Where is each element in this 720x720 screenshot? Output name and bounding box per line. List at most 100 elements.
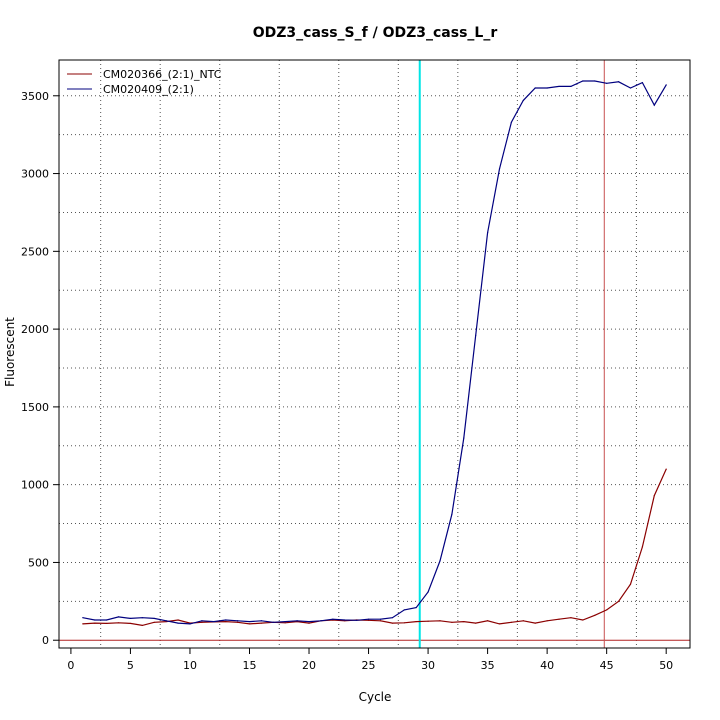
x-tick-label: 20: [302, 659, 316, 672]
data-point: [498, 623, 501, 625]
data-point: [236, 620, 239, 622]
data-point: [629, 583, 632, 585]
data-point: [225, 619, 227, 621]
x-tick-label: 25: [362, 659, 376, 672]
data-point: [522, 620, 524, 622]
x-tick-label: 0: [67, 659, 74, 672]
data-point: [606, 609, 608, 611]
data-point: [284, 622, 286, 624]
data-point: [498, 168, 501, 170]
data-point: [463, 437, 465, 439]
data-point: [594, 80, 596, 82]
data-point: [177, 619, 179, 621]
y-axis-label: Fluorescent: [3, 317, 17, 387]
data-point: [534, 87, 536, 89]
data-point: [439, 560, 441, 562]
y-tick-label: 2000: [21, 323, 49, 336]
data-point: [177, 622, 179, 624]
data-point: [165, 620, 167, 622]
axes: 0 5 10 15 20 25 30 35 40 45 5005001000150020002500…: [21, 59, 691, 672]
data-point: [153, 621, 155, 623]
data-point: [653, 104, 655, 106]
marker-lines: [59, 60, 690, 648]
data-point: [558, 85, 560, 88]
data-point: [367, 618, 370, 620]
data-point: [189, 623, 191, 625]
y-tick-label: 1000: [21, 479, 49, 492]
data-point: [665, 84, 667, 86]
x-tick-label: 40: [540, 659, 554, 672]
data-point: [344, 619, 346, 621]
grid: [59, 60, 690, 648]
data-point: [653, 494, 655, 497]
chart-title: ODZ3_cass_S_f / ODZ3_cass_L_r: [253, 25, 498, 41]
data-point: [451, 513, 453, 515]
data-point: [427, 620, 429, 622]
data-point: [117, 616, 120, 618]
x-tick-label: 5: [127, 659, 134, 672]
data-point: [403, 622, 405, 624]
data-point: [641, 81, 643, 84]
data-point: [308, 620, 310, 623]
data-point: [439, 620, 441, 622]
data-point: [415, 620, 417, 623]
data-point: [641, 546, 643, 548]
series-line-2: [82, 80, 667, 625]
series-line-1: [82, 468, 667, 627]
data-point: [94, 622, 96, 624]
data-point: [534, 622, 536, 624]
data-point: [451, 621, 453, 623]
data-point: [332, 618, 334, 620]
series-lines: [82, 80, 667, 627]
data-point: [391, 617, 393, 619]
data-point: [153, 617, 155, 620]
data-point: [82, 617, 84, 619]
data-point: [617, 81, 620, 83]
y-tick-label: 0: [42, 634, 49, 647]
data-point: [308, 622, 310, 624]
data-point: [427, 591, 429, 593]
data-point: [94, 619, 96, 621]
legend-label-1: CM020366_(2:1)_NTC: [103, 68, 222, 81]
data-point: [487, 232, 489, 234]
data-point: [487, 620, 489, 622]
data-point: [415, 606, 417, 609]
data-point: [129, 622, 132, 625]
data-point: [106, 622, 108, 625]
data-point: [201, 620, 203, 622]
y-tick-label: 1500: [21, 401, 49, 414]
x-tick-label: 35: [481, 659, 495, 672]
data-point: [236, 621, 239, 623]
data-point: [141, 617, 143, 619]
legend-label-2: CM020409_(2:1): [103, 83, 194, 96]
data-point: [629, 87, 632, 89]
data-point: [403, 609, 405, 611]
x-tick-label: 45: [600, 659, 614, 672]
data-point: [201, 621, 203, 623]
data-point: [617, 600, 620, 602]
data-point: [570, 85, 572, 88]
data-point: [510, 121, 513, 123]
data-point: [260, 622, 262, 624]
x-axis-label: Cycle: [359, 690, 392, 704]
data-point: [546, 87, 548, 89]
data-point: [260, 620, 262, 622]
data-point: [248, 620, 251, 623]
data-point: [248, 623, 251, 625]
y-tick-label: 3000: [21, 168, 49, 181]
x-tick-label: 50: [659, 659, 673, 672]
data-point: [546, 620, 548, 622]
data-point: [356, 619, 358, 621]
data-point: [272, 621, 274, 623]
data-point: [320, 620, 322, 622]
data-point: [141, 624, 143, 627]
data-point: [475, 622, 477, 624]
data-point: [129, 617, 132, 620]
data-point: [558, 618, 560, 620]
data-point: [391, 622, 393, 624]
y-tick-label: 3500: [21, 90, 49, 103]
data-point: [284, 620, 286, 623]
data-point: [582, 80, 584, 82]
legend: CM020366_(2:1)_NTC CM020409_(2:1): [67, 68, 222, 96]
